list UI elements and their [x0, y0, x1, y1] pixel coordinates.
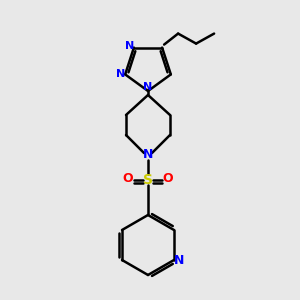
Text: O: O — [123, 172, 133, 185]
Text: N: N — [143, 148, 153, 161]
Text: N: N — [174, 254, 184, 266]
Text: S: S — [143, 173, 153, 187]
Text: N: N — [125, 40, 134, 51]
Text: O: O — [163, 172, 173, 185]
Text: N: N — [116, 69, 125, 80]
Text: N: N — [143, 82, 153, 92]
